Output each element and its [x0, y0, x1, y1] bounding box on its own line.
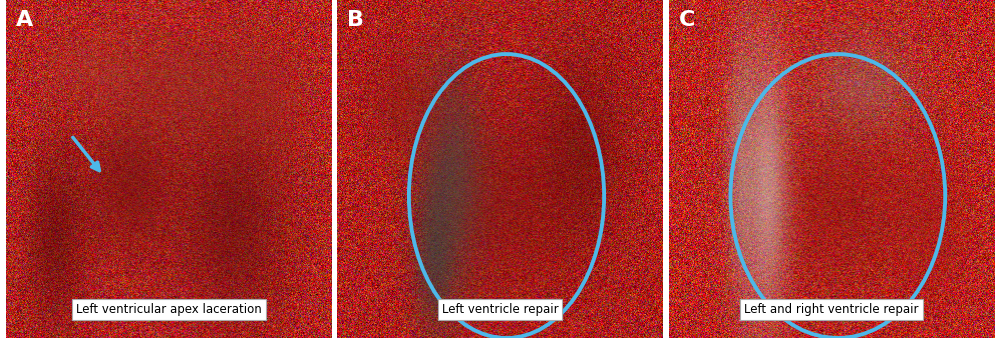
Text: Left and right ventricle repair: Left and right ventricle repair [744, 303, 919, 316]
Text: Left ventricle repair: Left ventricle repair [442, 303, 558, 316]
Text: A: A [16, 10, 33, 30]
Text: C: C [678, 10, 695, 30]
Text: B: B [347, 10, 364, 30]
Text: Left ventricular apex laceration: Left ventricular apex laceration [76, 303, 262, 316]
